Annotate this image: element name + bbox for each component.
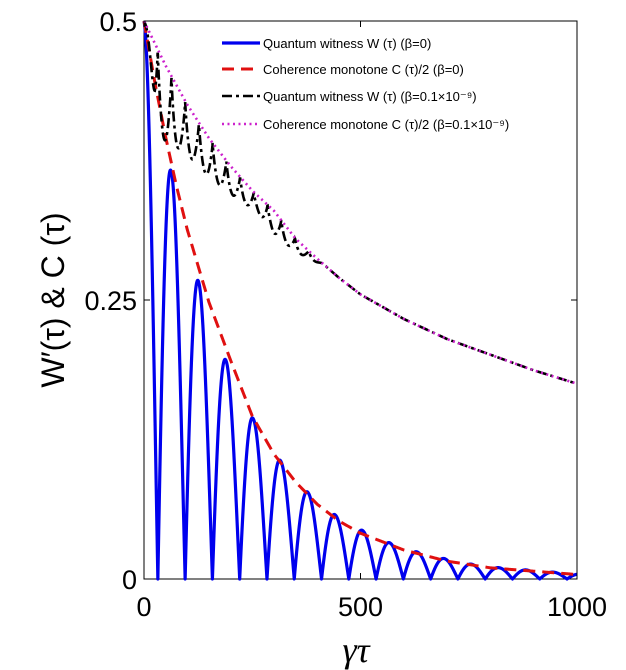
series-coherence-monotone-beta0 (142, 20, 578, 577)
y-tick-label: 0.25 (84, 286, 137, 316)
x-axis-title: γτ (342, 630, 370, 670)
legend-label: Quantum witness W (τ) (β=0) (263, 36, 431, 51)
y-tick-label: 0 (122, 565, 137, 595)
legend-label: Quantum witness W (τ) (β=0.1×10⁻⁹) (263, 89, 477, 104)
x-tick-label: 1000 (547, 592, 607, 622)
legend-label: Coherence monotone C (τ)/2 (β=0) (263, 62, 464, 77)
x-tick-label: 0 (136, 592, 151, 622)
series-quantum-witness-beta0 (142, 20, 579, 581)
series-coherence-monotone-beta-small (142, 20, 578, 385)
y-axis-title: W′(τ) & C (τ) (35, 212, 71, 387)
x-tick-label: 500 (338, 592, 383, 622)
y-tick-label: 0.5 (99, 7, 137, 37)
legend: Quantum witness W (τ) (β=0) Coherence mon… (222, 36, 509, 132)
legend-label: Coherence monotone C (τ)/2 (β=0.1×10⁻⁹) (263, 117, 509, 132)
